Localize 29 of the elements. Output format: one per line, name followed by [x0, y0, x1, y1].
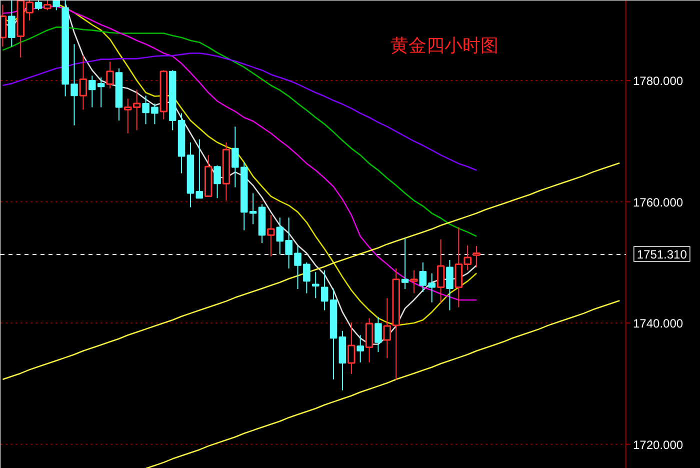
candlestick	[374, 316, 382, 353]
candlestick	[267, 214, 275, 257]
candlestick	[436, 238, 445, 304]
y-tick-label: 1720.000	[633, 438, 684, 452]
text: 黄金四小时图	[390, 36, 498, 56]
candlestick	[8, 0, 16, 48]
candlestick	[52, 0, 60, 11]
line-series	[145, 300, 620, 468]
y-tick-label: 1780.000	[633, 74, 684, 88]
line-series	[2, 162, 620, 380]
candlestick	[312, 272, 320, 299]
line-series	[2, 52, 478, 171]
candlestick	[79, 55, 88, 110]
candlestick	[365, 318, 374, 363]
ref-line-label: 1751.310	[636, 247, 688, 262]
candlestick	[348, 322, 356, 374]
y-tick-label: 1760.000	[633, 195, 684, 210]
candlestick	[356, 334, 364, 363]
candlestick	[249, 192, 257, 225]
candlestick	[410, 270, 418, 294]
candlestick	[472, 246, 480, 268]
candlestick	[106, 61, 114, 89]
candlestick	[214, 164, 221, 199]
y-tick-label: 1740.000	[633, 316, 684, 331]
candlestick	[34, 0, 42, 11]
candlestick	[320, 270, 328, 311]
candlestick	[196, 138, 204, 199]
candlestick	[401, 238, 409, 290]
candlestick	[446, 259, 454, 311]
